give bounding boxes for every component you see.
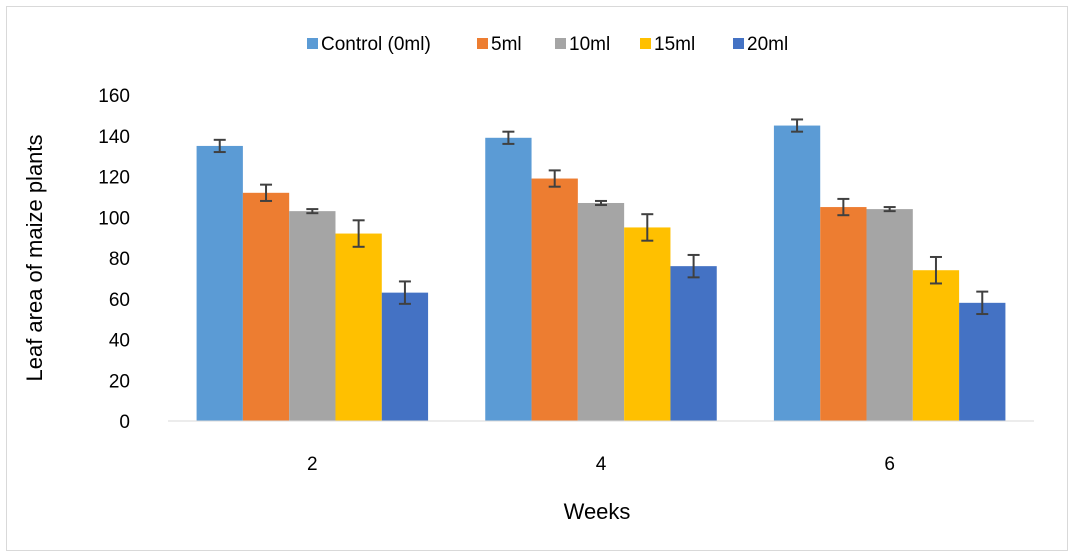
y-tick-label: 160 bbox=[98, 86, 130, 107]
x-axis-title: Weeks bbox=[564, 499, 631, 524]
bar-5ml-week-4 bbox=[531, 178, 578, 421]
error-bars bbox=[213, 118, 989, 316]
legend-swatch bbox=[477, 38, 488, 49]
y-tick-label: 60 bbox=[109, 290, 130, 311]
x-tick-label: 6 bbox=[884, 454, 895, 475]
legend-item: 10ml bbox=[555, 34, 610, 55]
y-tick-label: 100 bbox=[98, 208, 130, 229]
legend-item: 20ml bbox=[733, 34, 788, 55]
error-bar bbox=[595, 199, 607, 207]
bar-15ml-week-2 bbox=[335, 233, 382, 421]
error-bar bbox=[398, 280, 411, 305]
error-bar bbox=[791, 118, 804, 133]
error-bar bbox=[502, 130, 515, 145]
y-axis-title: Leaf area of maize plants bbox=[22, 134, 47, 381]
y-tick-label: 120 bbox=[98, 168, 130, 189]
legend-label: 5ml bbox=[491, 34, 522, 55]
bar-20ml-week-2 bbox=[381, 292, 429, 421]
error-bar bbox=[837, 197, 850, 217]
legend-swatch bbox=[555, 38, 566, 49]
legend-item: 15ml bbox=[640, 34, 695, 55]
error-bar bbox=[641, 213, 654, 242]
y-axis-ticks: 0 20 40 60 80 100 120 140 160 bbox=[98, 86, 130, 433]
bar-control-0ml-week-2 bbox=[196, 145, 243, 421]
legend-label: 15ml bbox=[654, 34, 695, 55]
legend-swatch bbox=[733, 38, 744, 49]
bar-control-0ml-week-6 bbox=[773, 125, 821, 421]
bar-10ml-week-4 bbox=[577, 202, 625, 421]
bars bbox=[196, 125, 1006, 421]
legend-label: 10ml bbox=[569, 34, 610, 55]
error-bar bbox=[352, 219, 365, 248]
error-bar bbox=[687, 253, 700, 279]
legend-swatch bbox=[307, 38, 318, 49]
bar-15ml-week-4 bbox=[624, 227, 671, 421]
bar-20ml-week-6 bbox=[959, 302, 1006, 421]
legend-label: 20ml bbox=[747, 34, 788, 55]
error-bar bbox=[883, 206, 896, 213]
x-axis-ticks: 2 4 6 bbox=[307, 454, 895, 475]
bar-5ml-week-6 bbox=[820, 207, 867, 421]
error-bar bbox=[260, 183, 273, 202]
legend-item: 5ml bbox=[477, 34, 522, 55]
bar-control-0ml-week-4 bbox=[485, 137, 532, 421]
error-bar bbox=[548, 169, 561, 188]
x-tick-label: 2 bbox=[307, 454, 318, 475]
bar-20ml-week-4 bbox=[670, 266, 717, 421]
bar-5ml-week-2 bbox=[242, 192, 290, 421]
error-bar bbox=[929, 255, 942, 285]
error-bar bbox=[306, 208, 319, 215]
bar-15ml-week-6 bbox=[912, 270, 960, 421]
bar-10ml-week-2 bbox=[289, 211, 336, 421]
y-tick-label: 140 bbox=[98, 127, 130, 148]
x-tick-label: 4 bbox=[596, 454, 607, 475]
legend: Control (0ml) 5ml 10ml 15ml 20ml bbox=[307, 34, 788, 55]
legend-swatch bbox=[640, 38, 651, 49]
error-bar bbox=[213, 138, 226, 154]
y-tick-label: 40 bbox=[109, 331, 130, 352]
legend-item: Control (0ml) bbox=[307, 34, 431, 55]
error-bar bbox=[976, 290, 989, 316]
legend-label: Control (0ml) bbox=[321, 34, 431, 55]
y-tick-label: 20 bbox=[109, 371, 130, 392]
y-tick-label: 0 bbox=[119, 412, 130, 433]
bar-10ml-week-6 bbox=[866, 209, 913, 421]
y-tick-label: 80 bbox=[109, 249, 130, 270]
